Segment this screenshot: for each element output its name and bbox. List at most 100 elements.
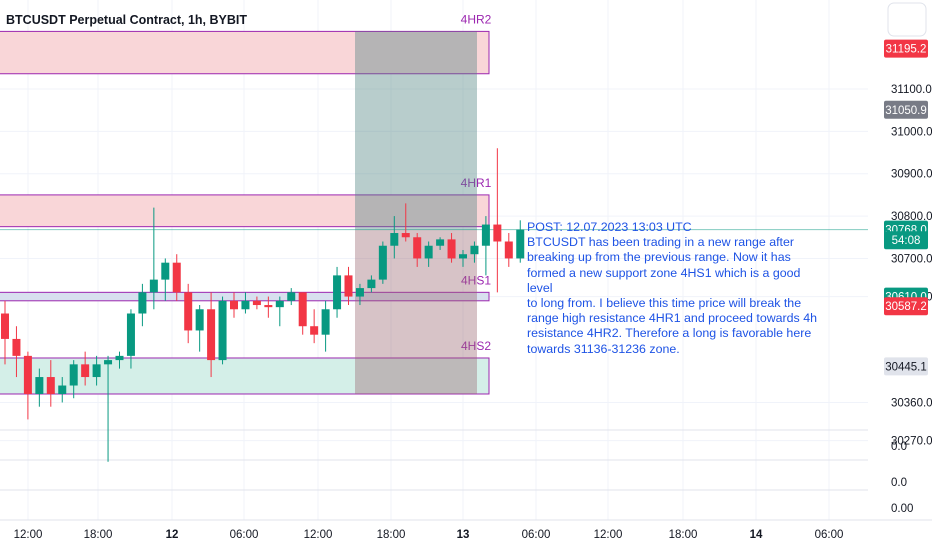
candle-body [23,355,32,394]
candle-body [459,254,467,259]
price-tick-label: 31000.0 [891,126,932,138]
time-tick-label: 06:00 [230,529,259,541]
time-tick-label: 12:00 [594,529,623,541]
candle-body [184,292,193,331]
chart-title: BTCUSDT Perpetual Contract, 1h, BYBIT [6,13,247,27]
candle-body [321,309,330,335]
candle-body [138,292,147,314]
candle-body [264,305,273,308]
analysis-annotation: POST: 12.07.2023 13:03 UTC BTCUSDT has b… [527,220,827,357]
candle-body [92,364,101,378]
candle-body [298,292,307,327]
time-tick-label: 18:00 [84,529,113,541]
candle-body [69,364,78,386]
candle-body [172,262,181,293]
zone-label-4hs2: 4HS2 [461,339,491,353]
zone-4hr1 [0,194,490,228]
candle-body [252,300,261,306]
candle-body [390,233,399,246]
candle-body [424,245,433,259]
price-tick-label: 30270.0 [891,436,932,448]
zone-label-4hr1: 4HR1 [461,176,492,190]
time-tick-label: 06:00 [522,529,551,541]
zone-label-4hr2: 4HR2 [461,12,492,26]
candle-body [493,224,502,242]
candle-body [115,355,124,361]
candle-body [310,326,319,335]
candle-body [161,262,170,280]
candle-body [481,224,490,246]
price-badge [884,100,928,119]
candles [1,148,525,462]
price-badge [884,357,928,376]
candle-body [333,275,342,310]
time-tick-label: 06:00 [815,529,844,541]
annotation-line: to long from. I believe this time price … [527,296,802,311]
candle-body [35,377,44,394]
time-tick-label: 12 [166,529,179,541]
candle-body [436,239,445,246]
settings-button[interactable] [887,2,927,37]
candle-body [126,313,135,356]
candle-body [287,292,296,301]
candle-body [378,245,387,280]
candle-body [46,377,55,394]
candle-body [81,364,90,378]
annotation-line: resistance 4HR2. Therefore a long is fav… [527,326,812,341]
lower-pane-tick-label: 0.00 [891,503,913,515]
time-tick-label: 18:00 [669,529,698,541]
annotation-line: BTCUSDT has been trading in a new range … [527,235,795,250]
candle-body [344,275,353,297]
price-badge-label: 31195.2 [886,44,927,56]
lower-pane-tick-label: 0.0 [891,441,907,453]
price-badge [884,39,928,58]
candle-body [401,233,410,238]
annotation-line: formed a new support zone 4HS1 which is … [527,265,801,295]
price-axis-background [868,0,932,550]
annotation-line: range high resistance 4HR1 and proceed t… [527,311,817,326]
time-tick-label: 14 [750,529,763,541]
candle-body [218,300,227,361]
candle-body [207,309,216,361]
candle-body [470,245,479,255]
price-badge [884,297,928,316]
candle-body [504,241,513,259]
candle-body [58,385,67,394]
zone-label-4hs1: 4HS1 [461,273,491,287]
candle-body [149,279,158,293]
lower-pane-tick-label: 0.0 [891,477,907,489]
zone-4hr2 [0,30,490,75]
position-target-area [355,31,477,230]
candle-body [1,313,9,339]
candle-body [413,237,422,259]
price-tick-label: 30360.0 [891,397,932,409]
price-tick-label: 30700.0 [891,253,932,265]
price-tick-label: 30800.0 [891,211,932,223]
annotation-line: breaking up from the previous range. Now… [527,250,791,265]
price-badge [884,231,928,250]
position-range-shade [355,31,477,394]
price-badge-label: 30587.2 [885,301,927,313]
candle-body [275,300,284,308]
candle-body [355,288,364,297]
annotation-line: POST: 12.07.2023 13:03 UTC [527,220,692,234]
candle-body [12,338,21,356]
candle-body [230,300,238,310]
candle-body [104,360,113,365]
price-badge-label: 31050.9 [885,105,927,117]
candle-body [447,239,456,259]
time-tick-label: 12:00 [304,529,333,541]
candle-body [241,300,250,310]
long-position-tool[interactable] [0,31,868,394]
annotation-line: towards 31136-31236 zone. [527,341,680,356]
time-tick-label: 12:00 [14,529,43,541]
candle-body [367,279,376,289]
price-tick-label: 30900.0 [891,169,932,181]
price-badge-label: 30445.1 [885,361,927,373]
price-badge-label: 54:08 [892,235,921,247]
time-tick-label: 18:00 [377,529,406,541]
candle-body [516,229,525,259]
price-tick-label: 31100.0 [891,84,932,96]
